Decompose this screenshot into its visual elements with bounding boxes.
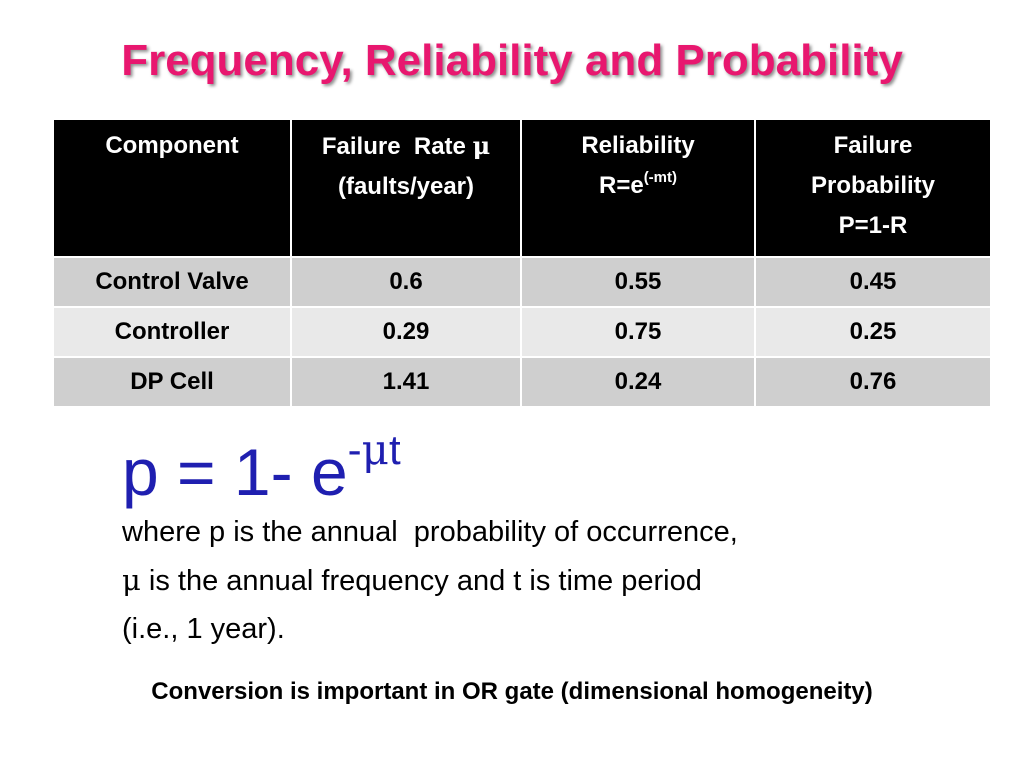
reliability-formula-base: R=e bbox=[598, 172, 644, 199]
header-failure-rate-unit: (faults/year) bbox=[337, 173, 475, 200]
header-failure-probability-line1: Failure bbox=[833, 132, 913, 159]
header-reliability: Reliability R=e(-mt) bbox=[520, 118, 756, 258]
header-failure-probability-formula: P=1-R bbox=[838, 212, 908, 239]
description-mu-symbol: μ bbox=[122, 563, 141, 597]
cell-component: Controller bbox=[52, 306, 292, 358]
header-failure-rate: Failure Rate μ (faults/year) bbox=[290, 118, 522, 258]
header-failure-rate-label: Failure Rate bbox=[321, 133, 473, 160]
header-failure-probability: Failure Probability P=1-R bbox=[754, 118, 992, 258]
description-line-2: μ is the annual frequency and t is time … bbox=[122, 556, 942, 605]
cell-failure-rate: 0.6 bbox=[290, 256, 522, 308]
formula-base: p = 1- e bbox=[122, 435, 348, 509]
reliability-formula-exponent: (-mt) bbox=[643, 169, 678, 186]
cell-failure-rate: 0.29 bbox=[290, 306, 522, 358]
description-line-3: (i.e., 1 year). bbox=[122, 613, 285, 645]
cell-reliability: 0.75 bbox=[520, 306, 756, 358]
header-failure-probability-line2: Probability bbox=[810, 172, 936, 199]
formula-exponent-minus: - bbox=[347, 426, 362, 473]
data-table-container: Component Failure Rate μ (faults/year) R… bbox=[52, 118, 992, 408]
table-row: Controller 0.29 0.75 0.25 bbox=[52, 306, 992, 358]
formula-exponent: -μt bbox=[347, 425, 401, 474]
header-reliability-label: Reliability bbox=[581, 132, 695, 159]
reliability-table: Component Failure Rate μ (faults/year) R… bbox=[52, 118, 992, 408]
cell-failure-probability: 0.76 bbox=[754, 356, 992, 408]
cell-failure-probability: 0.25 bbox=[754, 306, 992, 358]
cell-reliability: 0.55 bbox=[520, 256, 756, 308]
footer-note: Conversion is important in OR gate (dime… bbox=[151, 678, 873, 705]
cell-component: DP Cell bbox=[52, 356, 292, 408]
description-line-1: where p is the annual probability of occ… bbox=[122, 516, 738, 548]
formula-exponent-mu: μ bbox=[361, 425, 389, 474]
slide-title: Frequency, Reliability and Probability bbox=[121, 36, 903, 85]
description-line-2-text: is the annual frequency and t is time pe… bbox=[140, 565, 702, 597]
header-failure-rate-line1: Failure Rate μ bbox=[296, 126, 516, 167]
header-component-label: Component bbox=[105, 132, 239, 159]
formula-exponent-t: t bbox=[388, 426, 401, 473]
header-reliability-formula: R=e(-mt) bbox=[526, 166, 750, 206]
table-row: Control Valve 0.6 0.55 0.45 bbox=[52, 256, 992, 308]
table-header-row: Component Failure Rate μ (faults/year) R… bbox=[52, 118, 992, 258]
probability-formula: p = 1- e-μt bbox=[122, 418, 401, 512]
formula-description: where p is the annual probability of occ… bbox=[122, 508, 942, 653]
cell-failure-probability: 0.45 bbox=[754, 256, 992, 308]
mu-symbol: μ bbox=[472, 131, 491, 160]
cell-component: Control Valve bbox=[52, 256, 292, 308]
header-component: Component bbox=[52, 118, 292, 258]
table-row: DP Cell 1.41 0.24 0.76 bbox=[52, 356, 992, 408]
cell-reliability: 0.24 bbox=[520, 356, 756, 408]
cell-failure-rate: 1.41 bbox=[290, 356, 522, 408]
